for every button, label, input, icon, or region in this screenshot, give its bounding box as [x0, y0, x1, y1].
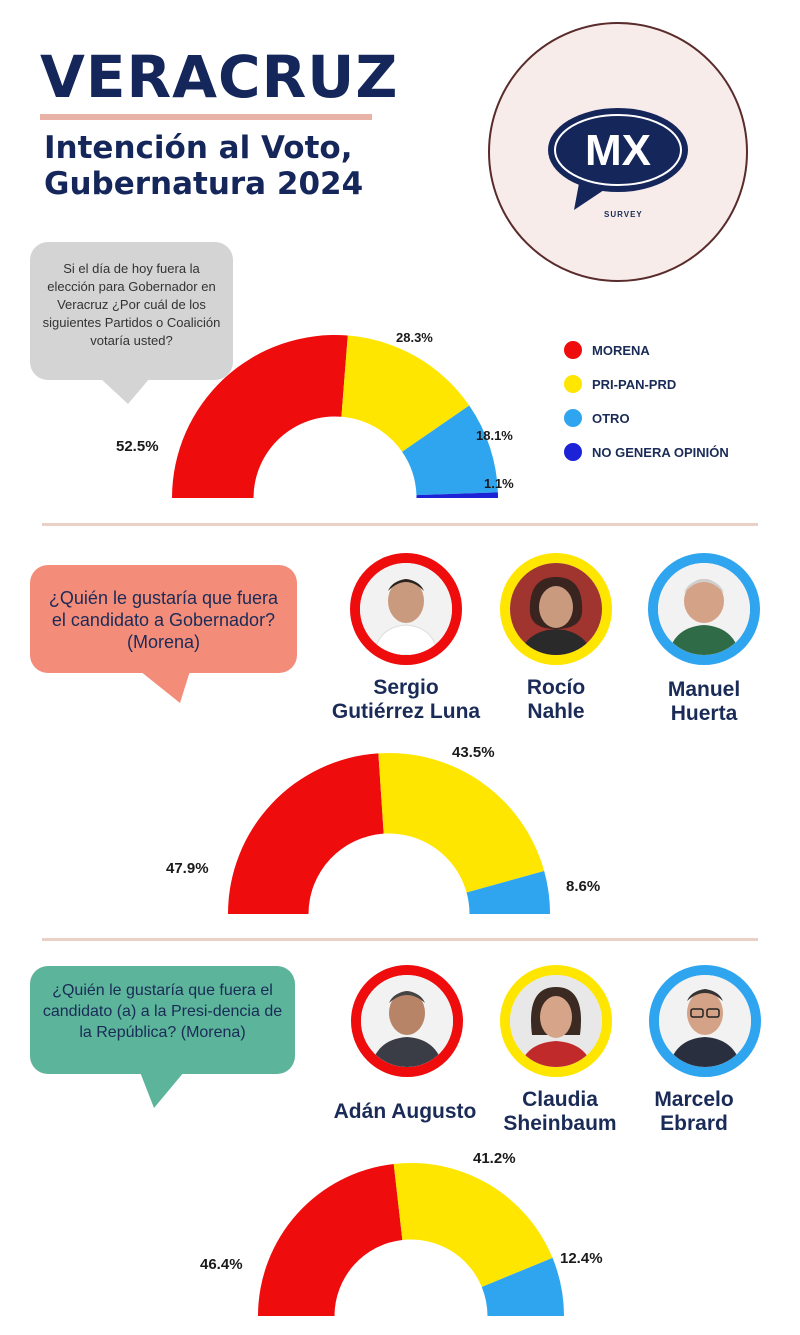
- avatar-manuel-huerta: [648, 553, 760, 665]
- chart-1-semi-donut: [172, 335, 498, 498]
- candidate-name-line-1: Manuel: [667, 678, 741, 701]
- person-icon: [510, 975, 602, 1067]
- candidate-name-rocio: Rocío Nahle: [471, 676, 641, 724]
- legend-item-otro: OTRO: [564, 401, 729, 435]
- chart-2-segment-3: [466, 871, 550, 914]
- subtitle-line-1: Intención al Voto,: [44, 130, 353, 166]
- candidate-name-line-1: Sergio: [373, 676, 439, 699]
- candidate-name-line-2: Nahle: [527, 700, 585, 723]
- legend-item-no-opinion: NO GENERA OPINIÓN: [564, 435, 729, 469]
- legend-dot-otro: [564, 409, 582, 427]
- candidate-name-line-2: Ebrard: [660, 1112, 728, 1135]
- subtitle-line-2: Gubernatura 2024: [44, 166, 364, 202]
- chart-2-segment-1: [228, 753, 384, 914]
- legend-label-morena: MORENA: [592, 342, 650, 358]
- page-title: VERACRUZ: [40, 43, 399, 111]
- candidate-name-claudia: Claudia Sheinbaum: [475, 1088, 645, 1136]
- title-underline: [40, 114, 372, 120]
- page-subtitle: Intención al Voto, Gubernatura 2024: [44, 130, 404, 202]
- chart-1-segment-3: [402, 405, 498, 496]
- candidate-name-line-1: Adán Augusto: [333, 1100, 477, 1123]
- chart-2-semi-donut: [228, 753, 550, 914]
- chart-2-segment-2: [378, 753, 545, 893]
- candidate-name-line-2: Gutiérrez Luna: [331, 700, 481, 723]
- chart-2-label-sergio: 47.9%: [166, 860, 209, 877]
- chart-3-semi-donut: [258, 1163, 564, 1316]
- question-bubble-1: Si el día de hoy fuera la elección para …: [30, 242, 233, 380]
- person-icon: [658, 563, 750, 655]
- chart-3-label-claudia: 41.2%: [473, 1150, 516, 1167]
- legend-item-pri-pan-prd: PRI-PAN-PRD: [564, 367, 729, 401]
- chart-1-label-no-opinion: 1.1%: [484, 476, 514, 491]
- chart-3-segment-1: [258, 1163, 403, 1316]
- chart-3-label-adan: 46.4%: [200, 1256, 243, 1273]
- chart-1-segment-1: [172, 335, 348, 498]
- person-icon: [510, 563, 602, 655]
- legend-dot-pri-pan-prd: [564, 375, 582, 393]
- section-divider-1: [42, 523, 758, 526]
- logo-text: MX: [585, 126, 651, 175]
- legend: MORENA PRI-PAN-PRD OTRO NO GENERA OPINIÓ…: [564, 333, 729, 469]
- question-3-text: ¿Quién le gustaría que fuera el candidat…: [42, 982, 283, 1041]
- chart-1-label-pri-pan-prd: 28.3%: [396, 330, 433, 345]
- chart-1-segment-4: [416, 492, 498, 498]
- logo-caption: SURVEY: [604, 210, 643, 219]
- legend-dot-no-opinion: [564, 443, 582, 461]
- candidate-name-line-2: Sheinbaum: [503, 1112, 617, 1135]
- chart-3-segment-2: [393, 1163, 553, 1287]
- candidate-name-manuel: Manuel Huerta: [619, 678, 789, 726]
- question-bubble-2: ¿Quién le gustaría que fuera el candidat…: [30, 565, 297, 673]
- avatar-adan-augusto: [351, 965, 463, 1077]
- question-1-text: Si el día de hoy fuera la elección para …: [42, 261, 221, 348]
- legend-dot-morena: [564, 341, 582, 359]
- avatar-marcelo-ebrard: [649, 965, 761, 1077]
- candidate-name-marcelo: Marcelo Ebrard: [609, 1088, 779, 1136]
- avatar-rocio-nahle: [500, 553, 612, 665]
- question-bubble-3: ¿Quién le gustaría que fuera el candidat…: [30, 966, 295, 1074]
- person-icon: [361, 975, 453, 1067]
- legend-label-no-opinion: NO GENERA OPINIÓN: [592, 444, 729, 460]
- candidate-name-line-1: Claudia: [522, 1088, 598, 1111]
- logo-speech-bubble: MX: [548, 108, 688, 210]
- person-icon: [659, 975, 751, 1067]
- chart-2-label-rocio: 43.5%: [452, 744, 495, 761]
- bubble-1-tail: [100, 378, 150, 404]
- chart-3-label-marcelo: 12.4%: [560, 1250, 603, 1267]
- candidate-name-sergio: Sergio Gutiérrez Luna: [321, 676, 491, 724]
- avatar-claudia-sheinbaum: [500, 965, 612, 1077]
- chart-1-segment-2: [341, 335, 470, 452]
- person-icon: [360, 563, 452, 655]
- legend-label-otro: OTRO: [592, 410, 630, 426]
- section-divider-2: [42, 938, 758, 941]
- legend-item-morena: MORENA: [564, 333, 729, 367]
- question-2-text: ¿Quién le gustaría que fuera el candidat…: [48, 588, 279, 652]
- chart-3-segment-3: [481, 1257, 564, 1316]
- chart-1-label-morena: 52.5%: [116, 438, 159, 455]
- candidate-name-adan: Adán Augusto: [320, 1100, 490, 1124]
- candidate-name-line-2: Huerta: [670, 702, 738, 725]
- candidate-name-line-1: Rocío: [526, 676, 586, 699]
- legend-label-pri-pan-prd: PRI-PAN-PRD: [592, 376, 677, 392]
- bubble-3-tail: [140, 1072, 184, 1108]
- chart-2-label-manuel: 8.6%: [566, 878, 601, 895]
- bubble-2-tail: [140, 671, 190, 703]
- candidate-name-line-1: Marcelo: [654, 1088, 734, 1111]
- avatar-sergio-gutierrez-luna: [350, 553, 462, 665]
- chart-1-label-otro: 18.1%: [476, 428, 513, 443]
